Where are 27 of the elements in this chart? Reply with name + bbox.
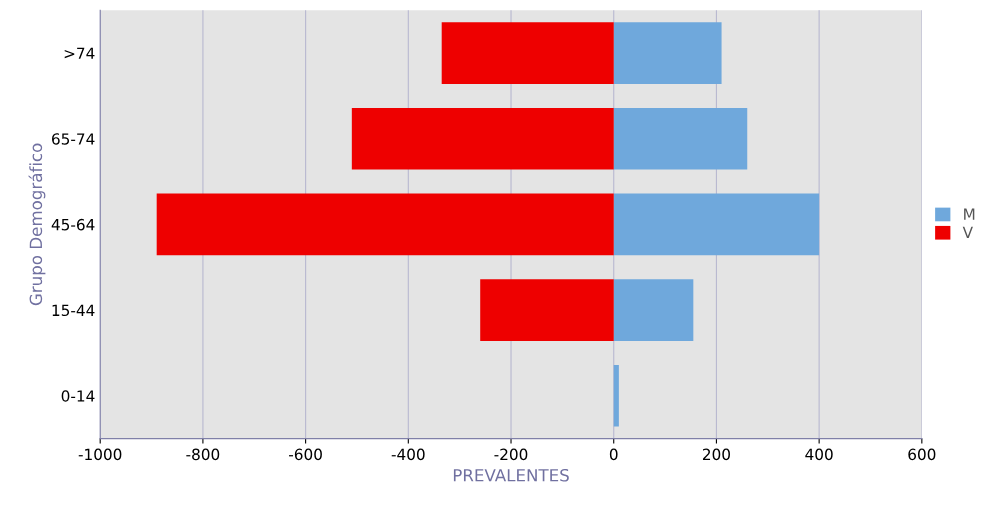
x-tick-label: -400 bbox=[391, 448, 425, 461]
bar bbox=[441, 22, 614, 84]
bar bbox=[613, 364, 619, 427]
y-tick-label: 45-64 bbox=[51, 218, 95, 231]
bar bbox=[613, 279, 694, 341]
legend-label: V bbox=[962, 226, 973, 238]
bar bbox=[613, 193, 820, 256]
y-tick-label: >74 bbox=[64, 47, 95, 59]
x-tick-label: -200 bbox=[494, 448, 528, 461]
x-tick-label: 400 bbox=[805, 448, 833, 461]
x-tick-label: -1000 bbox=[78, 448, 122, 461]
x-tick-label: 600 bbox=[908, 448, 936, 461]
y-tick-label: 65-74 bbox=[52, 133, 95, 145]
x-tick-label: 200 bbox=[702, 448, 730, 461]
y-tick-label: 15-44 bbox=[52, 304, 95, 317]
bar bbox=[613, 22, 722, 84]
bar bbox=[156, 193, 614, 256]
bar bbox=[351, 107, 614, 170]
x-tick-label: -600 bbox=[289, 448, 322, 461]
y-tick-label: 0-14 bbox=[61, 390, 95, 402]
x-axis-title: PREVALENTES bbox=[453, 468, 569, 482]
legend-label: M bbox=[964, 208, 975, 220]
x-tick-label: -800 bbox=[186, 448, 220, 461]
x-tick-label: 0 bbox=[609, 448, 618, 461]
bar bbox=[480, 279, 614, 341]
y-axis-title: Grupo Demográfico bbox=[28, 143, 46, 306]
bar bbox=[613, 107, 748, 170]
